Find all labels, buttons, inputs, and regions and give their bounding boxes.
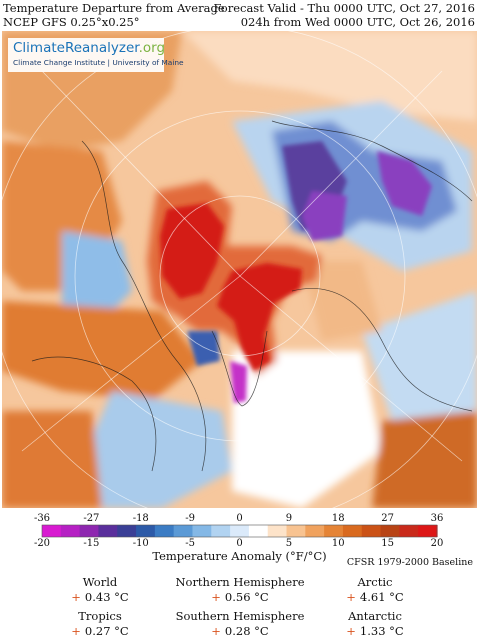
stat-value: 1.33 °C	[359, 624, 404, 638]
stat-sign: +	[211, 590, 221, 604]
colorbar-f-tick: 18	[332, 513, 345, 524]
stat-sign: +	[346, 590, 356, 604]
stat-sign: +	[211, 624, 221, 638]
logo-name-main: ClimateReanalyzer	[13, 40, 139, 56]
colorbar-swatch	[286, 525, 306, 537]
stat-arctic: Arctic +4.61 °C	[295, 575, 455, 604]
colorbar-swatch	[211, 525, 231, 537]
colorbar-f-tick: 36	[431, 513, 444, 524]
map-header: Temperature Departure from Average NCEP …	[0, 0, 479, 30]
anomaly-map-graphic	[2, 31, 477, 508]
colorbar-c-tick: -5	[185, 538, 195, 548]
stat-label: World	[82, 575, 118, 589]
colorbar-swatch	[267, 525, 288, 537]
colorbar-c-tick: 15	[381, 538, 394, 548]
stat-antarctic: Antarctic +1.33 °C	[295, 609, 455, 638]
colorbar-swatch	[173, 525, 194, 537]
stat-value: 0.43 °C	[84, 590, 129, 604]
colorbar-f-tick: 27	[381, 513, 394, 524]
colorbar-title: Temperature Anomaly (°F/°C)	[152, 549, 327, 563]
colorbar-c-tick: 10	[332, 538, 345, 548]
stat-value: 0.28 °C	[224, 624, 269, 638]
stat-label: Arctic	[357, 575, 393, 589]
stat-label: Northern Hemisphere	[175, 575, 305, 589]
colorbar-swatch	[42, 525, 62, 537]
stat-value: 0.56 °C	[224, 590, 269, 604]
colorbar-graphic: -36 -27 -18 -9 0 9 18 27 36 -20 -15 -10 -5 0 5 10 15 20	[34, 513, 444, 548]
colorbar-f-tick: 0	[236, 513, 242, 524]
logo-name-tld: .org	[138, 40, 166, 56]
stat-value: 0.27 °C	[84, 624, 129, 638]
map-title: Temperature Departure from Average	[3, 1, 225, 15]
colorbar-c-tick: 0	[236, 538, 242, 548]
stat-southern-hemisphere: Southern Hemisphere +0.28 °C	[160, 609, 320, 638]
colorbar: -36 -27 -18 -9 0 9 18 27 36 -20 -15 -10 -5 0 5 10 15 20	[0, 508, 479, 568]
colorbar-c-tick: -20	[34, 538, 50, 548]
colorbar-swatch	[361, 525, 382, 537]
colorbar-swatch	[79, 525, 100, 537]
colorbar-swatch	[192, 525, 212, 537]
colorbar-swatch	[117, 525, 137, 537]
colorbar-f-tick: -18	[133, 513, 149, 524]
stat-value-row: +1.33 °C	[295, 624, 455, 638]
logo-subtitle: Climate Change Institute | University of…	[13, 58, 184, 67]
stat-value-row: +0.28 °C	[160, 624, 320, 638]
colorbar-swatch	[305, 525, 325, 537]
baseline-label: CFSR 1979-2000 Baseline	[346, 557, 473, 568]
stat-value-row: +0.56 °C	[160, 590, 320, 604]
stat-value-row: +0.27 °C	[20, 624, 180, 638]
colorbar-swatch	[248, 525, 269, 537]
stat-value-row: +4.61 °C	[295, 590, 455, 604]
colorbar-c-tick: 20	[431, 538, 444, 548]
stat-label: Antarctic	[348, 609, 402, 623]
colorbar-swatch	[380, 525, 400, 537]
stat-sign: +	[346, 624, 356, 638]
colorbar-c-tick: -15	[83, 538, 99, 548]
forecast-valid-label: Forecast Valid - Thu 0000 UTC, Oct 27, 2…	[213, 1, 475, 15]
stat-label: Tropics	[78, 609, 122, 623]
anomaly-map	[2, 31, 477, 508]
model-label: NCEP GFS 0.25°x0.25°	[3, 15, 140, 29]
colorbar-f-tick: 9	[286, 513, 292, 524]
colorbar-frame	[41, 524, 438, 538]
colorbar-swatch	[418, 525, 438, 537]
colorbar-swatch	[342, 525, 363, 537]
colorbar-f-tick: -9	[185, 513, 195, 524]
colorbar-swatch	[399, 525, 419, 537]
stat-northern-hemisphere: Northern Hemisphere +0.56 °C	[160, 575, 320, 604]
colorbar-f-tick: -27	[83, 513, 99, 524]
colorbar-swatch	[98, 525, 118, 537]
stat-sign: +	[71, 624, 81, 638]
colorbar-f-tick: -36	[34, 513, 50, 524]
stat-label: Southern Hemisphere	[175, 609, 305, 623]
colorbar-swatch	[136, 525, 156, 537]
colorbar-swatch	[154, 525, 175, 537]
forecast-init-label: 024h from Wed 0000 UTC, Oct 26, 2016	[240, 15, 475, 29]
logo-wordmark: ClimateReanalyzer.org	[13, 40, 165, 56]
climate-reanalyzer-logo: ClimateReanalyzer.org Climate Change Ins…	[8, 38, 184, 72]
colorbar-swatch	[230, 525, 250, 537]
colorbar-swatch	[60, 525, 81, 537]
colorbar-swatch	[324, 525, 344, 537]
colorbar-c-tick: 5	[286, 538, 292, 548]
stat-value-row: +0.43 °C	[20, 590, 180, 604]
stat-value: 4.61 °C	[359, 590, 404, 604]
stat-tropics: Tropics +0.27 °C	[20, 609, 180, 638]
stat-world: World +0.43 °C	[20, 575, 180, 604]
stat-sign: +	[71, 590, 81, 604]
colorbar-c-tick: -10	[133, 538, 149, 548]
